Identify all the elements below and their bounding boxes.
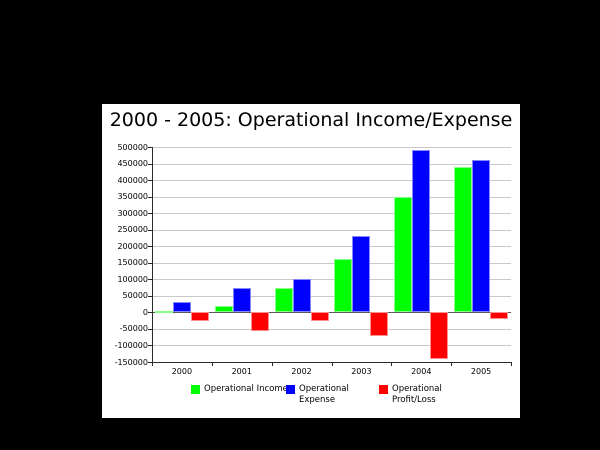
bar-2002-operational-income [274, 287, 293, 313]
x-axis-label: 2001 [231, 367, 252, 376]
bar-2002-operational-expense [292, 279, 311, 313]
y-axis-tick [148, 196, 152, 198]
x-axis-tick [271, 362, 273, 366]
bar-2004-operational-profit-loss [430, 312, 449, 359]
y-axis-tick [148, 262, 152, 264]
bar-2001-operational-profit-loss [250, 312, 269, 331]
y-axis-label: 250000 [117, 225, 148, 235]
x-axis-label: 2000 [171, 367, 193, 376]
chart-panel [102, 104, 520, 418]
bar-2001-operational-income [214, 305, 233, 313]
x-axis-label: 2004 [411, 367, 432, 376]
bar-2005-operational-income [454, 166, 473, 313]
y-axis-label: 100000 [117, 274, 148, 284]
legend-swatch [286, 385, 295, 394]
y-axis-tick [148, 229, 152, 231]
grid-line [152, 180, 511, 182]
y-axis-label: 50000 [122, 291, 148, 301]
y-axis-label: 350000 [117, 192, 148, 202]
y-axis-label: -50000 [119, 324, 148, 334]
bar-2003-operational-income [334, 259, 353, 313]
x-axis-tick [152, 362, 153, 366]
bar-2003-operational-expense [352, 236, 371, 313]
y-axis-line [152, 147, 153, 362]
bar-2000-operational-expense [172, 302, 191, 313]
y-axis-tick [148, 246, 152, 248]
bar-2001-operational-expense [232, 287, 251, 313]
grid-line [152, 196, 511, 198]
y-axis-label: 400000 [117, 175, 148, 185]
y-axis-tick [148, 213, 152, 215]
x-axis-tick [331, 362, 333, 366]
grid-line [152, 147, 511, 148]
grid-line [152, 246, 511, 248]
legend-swatch [379, 385, 388, 394]
legend-label: Operational Income [204, 384, 288, 394]
y-axis-label: 300000 [117, 208, 148, 218]
grid-line [152, 213, 511, 215]
y-axis-tick [148, 345, 152, 347]
legend-label: Operational Expense [299, 384, 349, 405]
y-axis-label: 450000 [117, 159, 148, 169]
bar-2002-operational-profit-loss [310, 312, 329, 321]
y-axis-tick [148, 362, 152, 363]
x-axis-tick [391, 362, 393, 366]
zero-gridline [152, 312, 511, 314]
x-axis-label: 2003 [351, 367, 372, 376]
y-axis-tick [148, 180, 152, 182]
y-axis-label: -100000 [114, 340, 148, 350]
bar-2005-operational-profit-loss [490, 312, 509, 319]
y-axis-label: -150000 [114, 357, 148, 367]
legend-item: Operational Profit/Loss [379, 384, 442, 405]
chart-title: 2000 - 2005: Operational Income/Expense [109, 109, 513, 131]
y-axis-label: 150000 [117, 258, 148, 268]
legend-item: Operational Expense [286, 384, 349, 405]
y-axis-label: 500000 [117, 142, 148, 152]
y-axis-tick [148, 163, 152, 165]
y-axis-tick [148, 279, 152, 281]
bar-2004-operational-income [394, 196, 413, 313]
y-axis-label: 0 [142, 307, 148, 317]
legend-swatch [191, 385, 200, 394]
bar-2005-operational-expense [472, 160, 491, 313]
bar-2004-operational-expense [412, 150, 431, 313]
x-axis-tick [511, 362, 512, 366]
grid-line [152, 262, 511, 264]
grid-line [152, 229, 511, 231]
x-axis-label: 2002 [291, 367, 312, 376]
x-axis-tick [211, 362, 213, 366]
grid-line [152, 345, 511, 347]
legend-label: Operational Profit/Loss [392, 384, 442, 405]
bar-2003-operational-profit-loss [370, 312, 389, 336]
grid-line [152, 279, 511, 281]
y-axis-tick [148, 328, 152, 330]
y-axis-tick [148, 312, 152, 314]
legend-item: Operational Income [191, 384, 288, 395]
x-axis-label: 2005 [470, 367, 492, 376]
grid-line [152, 328, 511, 330]
y-axis-tick [148, 147, 152, 148]
y-axis-tick [148, 295, 152, 297]
x-axis-tick [451, 362, 453, 366]
grid-line [152, 295, 511, 297]
y-axis-label: 200000 [117, 241, 148, 251]
bar-2000-operational-profit-loss [190, 312, 209, 321]
grid-line [152, 163, 511, 165]
bar-2000-operational-income [154, 310, 173, 313]
